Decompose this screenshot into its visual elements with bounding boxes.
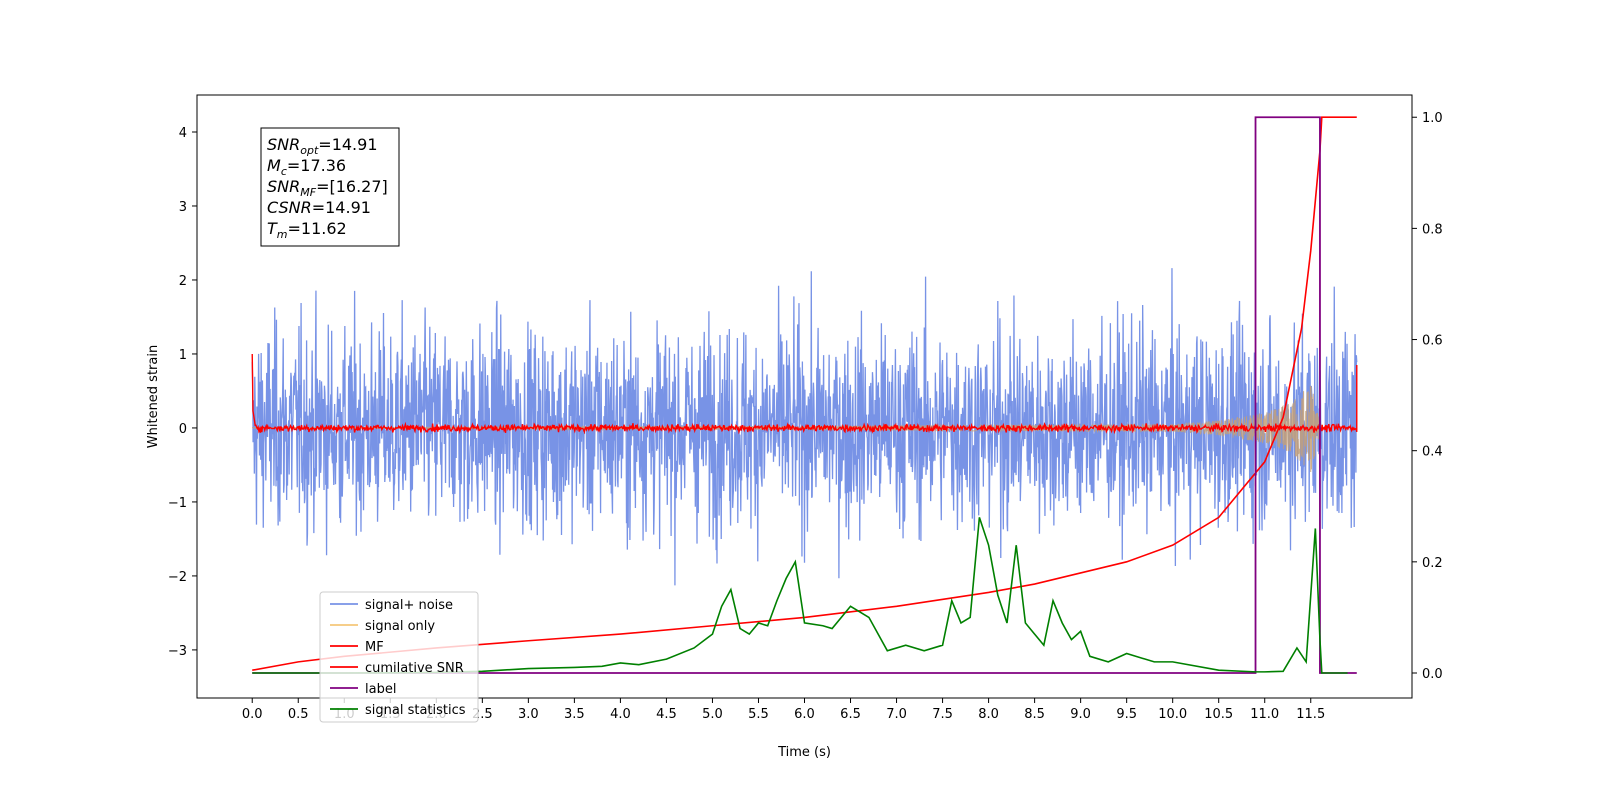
x-tick-label: 8.5 bbox=[1024, 707, 1045, 722]
x-tick-label: 11.0 bbox=[1250, 707, 1279, 722]
annotation-line: Tm=11.62 bbox=[267, 219, 347, 241]
annotation-line: SNRopt=14.91 bbox=[267, 135, 378, 157]
legend: signal+ noise signal only MF cumilative SNR… bbox=[319, 591, 479, 723]
x-tick-label: 3.0 bbox=[518, 707, 539, 722]
y-right-tick-label: 0.4 bbox=[1422, 445, 1443, 460]
legend-label: signal+ noise bbox=[365, 598, 453, 613]
x-tick-label: 6.5 bbox=[840, 707, 861, 722]
y-right-tick-label: 1.0 bbox=[1422, 111, 1443, 126]
y-left-tick-label: −3 bbox=[168, 644, 187, 659]
annotation-line: CSNR=14.91 bbox=[267, 198, 371, 217]
y-left-tick-label: −1 bbox=[168, 496, 187, 511]
annotation-line: Mc=17.36 bbox=[267, 156, 346, 178]
y-right-tick-label: 0.2 bbox=[1422, 556, 1443, 571]
x-tick-label: 7.5 bbox=[932, 707, 953, 722]
x-tick-label: 10.5 bbox=[1204, 707, 1233, 722]
x-tick-label: 4.0 bbox=[610, 707, 631, 722]
x-tick-label: 3.5 bbox=[564, 707, 585, 722]
series-cumulative-snr bbox=[252, 116, 1357, 671]
y-left-tick-label: −2 bbox=[168, 570, 187, 585]
legend-label: MF bbox=[365, 640, 384, 655]
y-right-tick-label: 0.8 bbox=[1422, 222, 1443, 237]
series-layer bbox=[251, 116, 1358, 674]
y-axis-label: Whitened strain bbox=[146, 345, 161, 448]
x-tick-label: 9.5 bbox=[1116, 707, 1137, 722]
annotation-box: SNRopt=14.91Mc=17.36SNRMF=[16.27]CSNR=14… bbox=[260, 127, 400, 247]
y-right-tick-label: 0.0 bbox=[1422, 667, 1443, 682]
y-axis-left: 4 3 2 1 0 −1 −2 −3 bbox=[168, 126, 197, 659]
x-tick-label: 9.0 bbox=[1070, 707, 1091, 722]
x-tick-label: 5.0 bbox=[702, 707, 723, 722]
y-left-tick-label: 1 bbox=[179, 348, 187, 363]
legend-label: label bbox=[365, 682, 396, 697]
x-tick-label: 5.5 bbox=[748, 707, 769, 722]
y-right-tick-label: 0.6 bbox=[1422, 334, 1443, 349]
series-mf bbox=[251, 353, 1358, 435]
series-signal-noise bbox=[251, 268, 1358, 586]
x-tick-label: 11.5 bbox=[1296, 707, 1325, 722]
y-left-tick-label: 3 bbox=[179, 200, 187, 215]
x-tick-label: 0.0 bbox=[242, 707, 263, 722]
x-tick-label: 0.5 bbox=[288, 707, 309, 722]
x-tick-label: 6.0 bbox=[794, 707, 815, 722]
annotation-line: SNRMF=[16.27] bbox=[267, 177, 388, 199]
legend-label: signal statistics bbox=[365, 703, 466, 718]
x-tick-label: 8.0 bbox=[978, 707, 999, 722]
legend-frame bbox=[319, 591, 479, 723]
x-tick-label: 4.5 bbox=[656, 707, 677, 722]
y-left-tick-label: 2 bbox=[179, 274, 187, 289]
legend-label: cumilative SNR bbox=[365, 661, 464, 676]
x-tick-label: 7.0 bbox=[886, 707, 907, 722]
y-left-tick-label: 0 bbox=[179, 422, 187, 437]
legend-label: signal only bbox=[365, 619, 435, 634]
x-axis-label: Time (s) bbox=[777, 745, 831, 760]
x-tick-label: 10.0 bbox=[1158, 707, 1187, 722]
annotation-frame bbox=[260, 127, 400, 247]
y-left-tick-label: 4 bbox=[179, 126, 187, 141]
y-axis-right: 1.0 0.8 0.6 0.4 0.2 0.0 bbox=[1412, 111, 1443, 682]
series-signal-statistics bbox=[252, 517, 1348, 674]
